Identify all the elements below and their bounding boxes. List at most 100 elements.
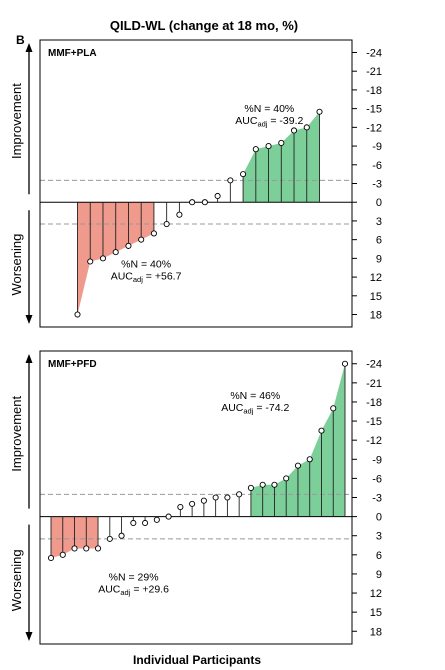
y-tick-label: 15 [370, 291, 382, 303]
y-tick-label: 12 [370, 588, 382, 600]
panels: -24 -21 -18 -15 -12 -9 -6 -3 0 3 6 9 12 15 18 MMF+PLA Im… [9, 39, 382, 645]
data-point [224, 494, 231, 501]
panel-2: -24 -21 -18 -15 -12 -9 -6 -3 0 3 6 9 12 15 18 MMF+PFD Im… [9, 350, 382, 645]
data-point [290, 127, 298, 134]
annotation-percent: %N = 40% [244, 103, 294, 115]
data-point [252, 146, 259, 153]
y-tick-label: -9 [372, 141, 382, 153]
y-tick-label: -15 [366, 416, 382, 428]
improvement-label: Improvement [9, 395, 24, 471]
annotation-auc: AUCadj = -39.2 [235, 115, 303, 129]
data-point [294, 462, 302, 469]
data-point [341, 360, 349, 367]
x-axis-label: Individual Participants [133, 653, 261, 667]
y-tick-label: 6 [376, 550, 382, 562]
worsening-area [77, 202, 154, 315]
data-point [283, 475, 290, 482]
data-point [189, 500, 196, 507]
y-tick-label: 9 [376, 569, 382, 581]
worsening-label: Worsening [9, 234, 24, 296]
y-tick-label: -15 [366, 104, 382, 116]
data-point [130, 519, 137, 527]
data-point [87, 258, 94, 265]
annotation-auc: AUCadj = +29.6 [98, 583, 169, 597]
y-tick-label: -6 [372, 473, 382, 485]
y-tick-label: 15 [370, 607, 382, 619]
y-tick-label: -24 [366, 47, 382, 59]
data-point [212, 494, 219, 501]
y-tick-label: 0 [376, 512, 382, 524]
panel-title: MMF+PLA [48, 48, 97, 59]
y-tick-label: 18 [370, 626, 382, 638]
improvement-arrowhead [25, 354, 33, 363]
panel-title: MMF+PFD [48, 359, 97, 370]
data-point [106, 535, 113, 542]
data-point [138, 236, 145, 243]
data-point [278, 139, 285, 146]
data-point [271, 481, 278, 488]
data-point [201, 199, 208, 206]
y-tick-label: 3 [376, 216, 382, 228]
annotation-percent: %N = 46% [230, 390, 280, 402]
data-point [47, 554, 55, 562]
y-tick-label: -3 [372, 179, 382, 191]
annotation-percent: %N = 29% [109, 571, 159, 583]
data-point [83, 545, 90, 552]
data-point [125, 242, 132, 249]
data-point [99, 255, 107, 262]
improvement-arrowhead [25, 43, 33, 52]
y-tick-label: -12 [366, 122, 382, 134]
data-point [74, 311, 81, 318]
y-tick-label: -12 [366, 435, 382, 447]
data-point [165, 513, 172, 520]
data-point [112, 249, 119, 256]
y-tick-label: -9 [372, 454, 382, 466]
data-point [59, 551, 66, 558]
data-point [153, 516, 160, 523]
y-tick-label: 12 [370, 272, 382, 284]
data-point [240, 171, 247, 178]
data-point [94, 545, 102, 552]
annotation-auc: AUCadj = -74.2 [221, 402, 289, 416]
data-point [176, 211, 183, 218]
panel-letter: B [16, 33, 25, 47]
data-point [259, 481, 266, 488]
y-tick-label: -21 [366, 378, 382, 390]
y-tick-label: -3 [372, 493, 382, 505]
data-point [316, 108, 323, 115]
data-point [200, 497, 207, 504]
annotation-auc: AUCadj = +56.7 [111, 271, 182, 285]
worsening-arrowhead [25, 315, 33, 324]
data-point [306, 456, 313, 463]
data-point [150, 230, 157, 237]
y-tick-label: 9 [376, 253, 382, 265]
data-point [303, 124, 310, 131]
y-tick-label: -21 [366, 66, 382, 78]
data-point [177, 504, 184, 511]
data-point [163, 221, 170, 228]
data-point [71, 545, 78, 552]
data-point [236, 491, 243, 498]
y-tick-label: 18 [370, 310, 382, 322]
annotation-percent: %N = 40% [121, 259, 171, 271]
y-tick-label: -18 [366, 397, 382, 409]
worsening-arrowhead [25, 632, 33, 641]
data-point [265, 143, 272, 150]
improvement-label: Improvement [9, 83, 24, 159]
panel-1: -24 -21 -18 -15 -12 -9 -6 -3 0 3 6 9 12 15 18 MMF+PLA Im… [9, 39, 382, 328]
figure-title: QILD-WL (change at 18 mo, %) [110, 18, 298, 33]
worsening-label: Worsening [9, 549, 24, 611]
y-tick-label: 3 [376, 531, 382, 543]
y-tick-label: -18 [366, 85, 382, 97]
data-point [247, 484, 254, 491]
data-point [318, 427, 325, 434]
data-point [189, 199, 196, 206]
y-tick-label: -24 [366, 359, 382, 371]
y-tick-label: -6 [372, 160, 382, 172]
y-tick-label: 0 [376, 197, 382, 209]
y-tick-label: 6 [376, 235, 382, 247]
data-point [214, 192, 221, 200]
data-point [118, 532, 125, 539]
data-point [227, 177, 234, 184]
